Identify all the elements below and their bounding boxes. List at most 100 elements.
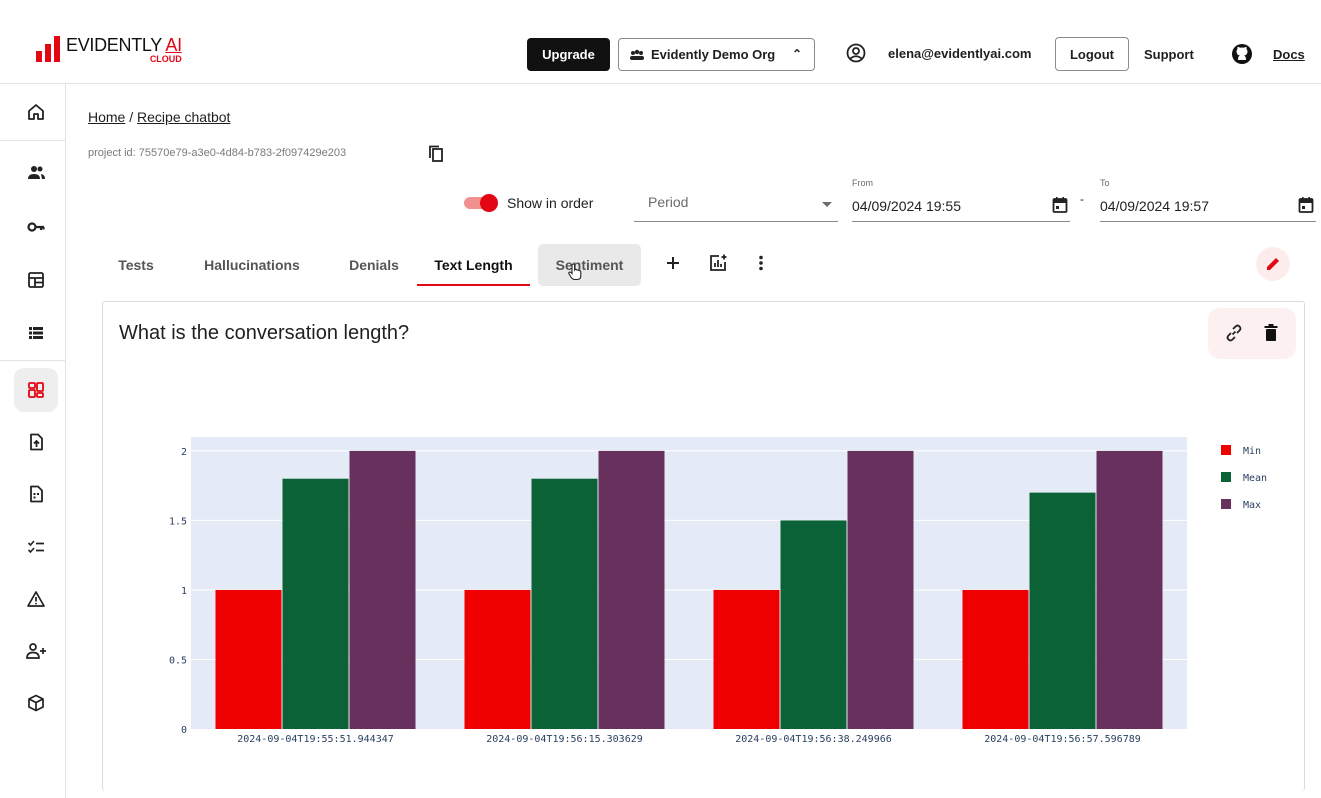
- y-tick-label: 2: [181, 447, 187, 458]
- sidebar-item-home[interactable]: [14, 90, 58, 134]
- calendar-icon[interactable]: [1298, 196, 1314, 214]
- sidebar-item-package[interactable]: [14, 681, 58, 725]
- y-tick-label: 0: [181, 725, 187, 736]
- bar-min: [464, 589, 531, 729]
- sidebar: [0, 84, 66, 798]
- home-icon: [28, 104, 44, 120]
- bar-max: [847, 450, 914, 729]
- trash-icon[interactable]: [1262, 323, 1280, 343]
- alerts-icon: [27, 591, 45, 607]
- account-icon[interactable]: [846, 43, 866, 63]
- bar-min: [215, 589, 282, 729]
- datasets-icon: [30, 485, 43, 503]
- sidebar-item-team[interactable]: [14, 151, 58, 195]
- sidebar-item-datasets[interactable]: [14, 472, 58, 516]
- sidebar-item-add-user[interactable]: [14, 629, 58, 673]
- y-tick-label: 0.5: [169, 655, 187, 666]
- sidebar-item-alerts[interactable]: [14, 577, 58, 621]
- support-link[interactable]: Support: [1144, 47, 1194, 62]
- panel-actions: [1208, 308, 1296, 359]
- tab-text-length[interactable]: Text Length: [417, 244, 530, 286]
- tab-tests[interactable]: Tests: [118, 257, 154, 273]
- y-tick-label: 1.5: [169, 516, 187, 527]
- legend-swatch: [1221, 499, 1231, 509]
- y-tick-label: 1: [181, 586, 187, 597]
- add-tab-icon[interactable]: [664, 254, 682, 272]
- list-icon: [29, 327, 43, 339]
- copy-icon[interactable]: [428, 145, 444, 163]
- breadcrumb-project[interactable]: Recipe chatbot: [137, 109, 231, 125]
- date-separator: -: [1080, 192, 1084, 206]
- bar-max: [1096, 450, 1163, 729]
- from-value: 04/09/2024 19:55: [852, 198, 961, 214]
- bar-mean: [1029, 492, 1096, 729]
- dropdown-arrow-icon: [822, 202, 832, 207]
- sidebar-item-upload[interactable]: [14, 420, 58, 464]
- upgrade-button[interactable]: Upgrade: [527, 38, 610, 71]
- calendar-icon[interactable]: [1052, 196, 1068, 214]
- x-tick-label: 2024-09-04T19:56:15.303629: [486, 734, 643, 745]
- bar-min: [713, 589, 780, 729]
- hand-cursor-icon: [568, 263, 582, 281]
- x-tick-label: 2024-09-04T19:56:38.249966: [735, 734, 892, 745]
- logo-text: EVIDENTLY: [66, 35, 162, 55]
- team-icon: [28, 166, 45, 179]
- logo-text-ai: AI: [165, 35, 182, 55]
- sidebar-item-dashboards[interactable]: [14, 258, 58, 302]
- updown-chevron-icon: ⌃: [791, 47, 802, 61]
- bar-mean: [531, 478, 598, 729]
- logo-subtitle: CLOUD: [149, 54, 182, 64]
- bar-min: [962, 589, 1029, 729]
- upload-icon: [30, 433, 43, 451]
- sidebar-item-keys[interactable]: [14, 205, 58, 249]
- bar-mean: [780, 520, 847, 729]
- user-email: elena@evidentlyai.com: [888, 46, 1032, 61]
- bar-max: [349, 450, 416, 729]
- sidebar-item-list[interactable]: [14, 311, 58, 355]
- x-tick-label: 2024-09-04T19:55:51.944347: [237, 734, 394, 745]
- evidently-logo[interactable]: EVIDENTLY AI CLOUD: [36, 36, 182, 64]
- logo-bars-icon: [36, 36, 60, 62]
- add-user-icon: [26, 643, 46, 659]
- from-label: From: [852, 178, 873, 188]
- panel-title: What is the conversation length?: [119, 322, 410, 344]
- show-in-order-toggle[interactable]: [464, 194, 498, 212]
- dashboard-icon: [28, 272, 44, 288]
- bar-mean: [282, 478, 349, 729]
- edit-button[interactable]: [1256, 247, 1290, 281]
- to-date-field[interactable]: To 04/09/2024 19:57: [1100, 176, 1316, 222]
- tests-icon: [27, 540, 44, 554]
- project-id: project id: 75570e79-a3e0-4d84-b783-2f09…: [88, 147, 347, 159]
- to-label: To: [1100, 178, 1110, 188]
- tab-denials[interactable]: Denials: [349, 257, 399, 273]
- legend-swatch: [1221, 445, 1231, 455]
- legend-swatch: [1221, 472, 1231, 482]
- org-select[interactable]: Evidently Demo Org ⌃: [618, 38, 815, 71]
- sidebar-item-projects[interactable]: [14, 368, 58, 412]
- sidebar-item-tests[interactable]: [14, 525, 58, 569]
- bar-max: [598, 450, 665, 729]
- more-vert-icon[interactable]: [752, 254, 770, 272]
- organization-icon: [630, 49, 644, 60]
- logout-button[interactable]: Logout: [1055, 37, 1129, 71]
- breadcrumb: Home / Recipe chatbot: [88, 109, 230, 125]
- tab-sentiment[interactable]: Sentiment: [538, 244, 641, 286]
- x-tick-label: 2024-09-04T19:56:57.596789: [984, 734, 1141, 745]
- breadcrumb-home[interactable]: Home: [88, 109, 126, 125]
- to-value: 04/09/2024 19:57: [1100, 198, 1209, 214]
- org-name: Evidently Demo Org: [651, 47, 776, 62]
- docs-link[interactable]: Docs: [1273, 47, 1305, 62]
- tab-hallucinations[interactable]: Hallucinations: [204, 257, 300, 273]
- from-date-field[interactable]: From 04/09/2024 19:55: [852, 176, 1070, 222]
- projects-icon: [28, 382, 44, 398]
- add-panel-icon[interactable]: [708, 253, 728, 273]
- period-select[interactable]: Period: [634, 184, 838, 222]
- github-icon[interactable]: [1231, 43, 1253, 65]
- top-header: EVIDENTLY AI CLOUD Upgrade Evidently Dem…: [0, 0, 1321, 84]
- legend-label: Mean: [1243, 473, 1267, 484]
- pencil-icon: [1267, 258, 1279, 270]
- chart-panel: What is the conversation length?: [102, 301, 1305, 791]
- show-in-order-label: Show in order: [507, 195, 594, 211]
- bar-chart: 0 0.5 1 1.5 2 2024-09-04T19:55:51.944347 2024-…: [169, 437, 1267, 745]
- link-icon[interactable]: [1224, 323, 1244, 343]
